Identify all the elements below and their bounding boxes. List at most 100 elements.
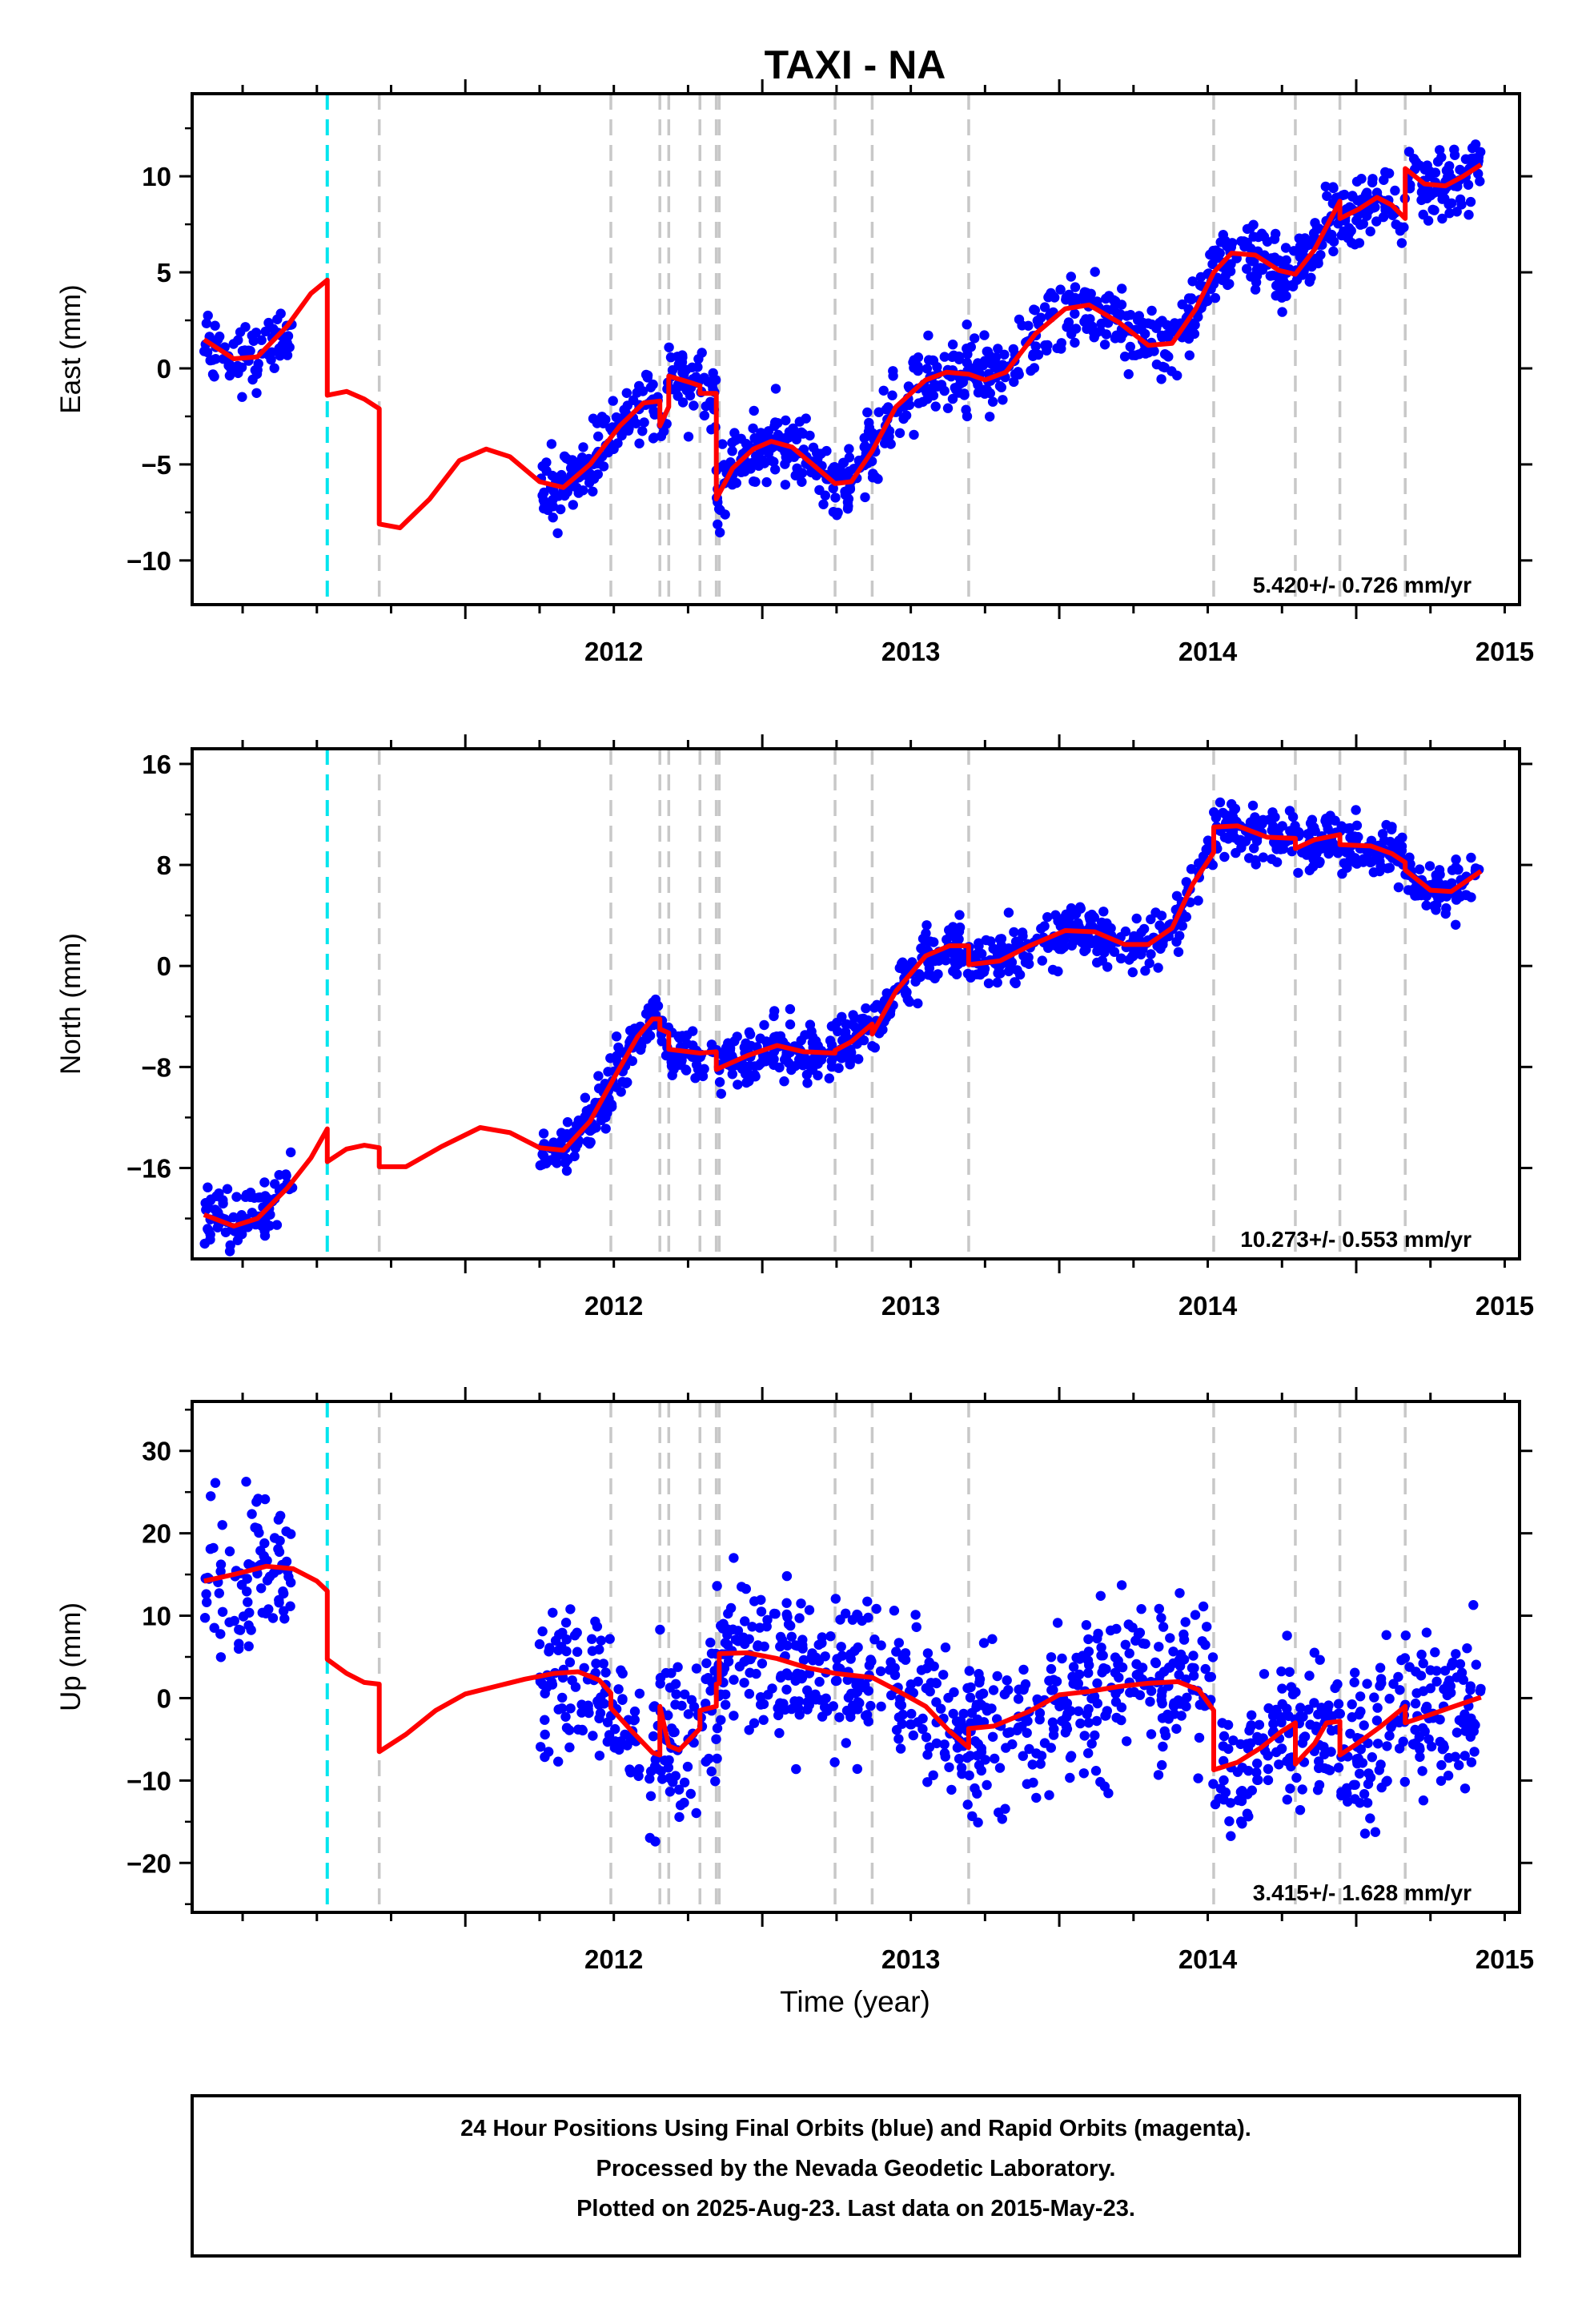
up-data-point [791, 1763, 801, 1775]
east-data-point [913, 352, 924, 363]
east-data-point [1117, 283, 1127, 294]
north-data-point [588, 1124, 598, 1135]
north-xtick-label: 2012 [584, 1291, 643, 1321]
up-data-point [712, 1581, 722, 1591]
up-data-point [1068, 1662, 1079, 1672]
up-data-point [1411, 1667, 1421, 1677]
up-data-point [598, 1659, 608, 1669]
north-data-point [1219, 832, 1231, 842]
up-data-point [565, 1703, 576, 1714]
east-data-point [713, 519, 723, 529]
east-data-point [1416, 195, 1427, 206]
up-data-point [1125, 1687, 1135, 1698]
east-data-point [1310, 218, 1320, 228]
up-data-point [251, 1497, 262, 1507]
east-data-point [1281, 255, 1291, 266]
up-data-point [1081, 1620, 1092, 1630]
up-data-point [1158, 1622, 1169, 1632]
up-data-point [949, 1687, 959, 1698]
up-data-point [1102, 1706, 1113, 1716]
up-data-point [861, 1710, 873, 1720]
east-data-point [546, 439, 557, 449]
up-data-point [1114, 1672, 1124, 1683]
north-data-point [1136, 927, 1146, 938]
east-data-point [1271, 228, 1281, 239]
east-data-point [233, 335, 243, 345]
up-data-point [1057, 1653, 1067, 1664]
up-data-point [745, 1667, 755, 1678]
up-data-point [711, 1734, 721, 1744]
up-data-point [1410, 1699, 1421, 1709]
up-data-point [1345, 1728, 1355, 1739]
up-data-point [1282, 1795, 1293, 1805]
north-data-point [1341, 847, 1352, 858]
east-data-point [833, 470, 845, 481]
up-data-point [1095, 1590, 1106, 1602]
up-data-point [954, 1754, 965, 1764]
east-data-point [251, 388, 262, 398]
up-data-point [1359, 1828, 1371, 1839]
east-data-point [962, 349, 973, 360]
north-data-point [1388, 842, 1399, 853]
north-data-point [1258, 814, 1268, 825]
east-data-point [1127, 350, 1138, 360]
up-data-point [906, 1719, 917, 1730]
up-data-point [958, 1708, 969, 1719]
up-data-point [1347, 1699, 1357, 1710]
up-data-point [665, 1787, 676, 1797]
up-data-point [889, 1606, 900, 1616]
east-data-point [1032, 316, 1043, 326]
up-data-point [224, 1546, 235, 1557]
up-data-point [957, 1768, 967, 1779]
up-data-point [817, 1711, 828, 1722]
north-data-point [611, 1031, 622, 1042]
up-data-point [1333, 1699, 1344, 1709]
east-data-point [205, 355, 215, 366]
east-data-point [561, 453, 572, 464]
caption-line-3: Plotted on 2025-Aug-23. Last data on 201… [576, 2196, 1135, 2221]
east-data-point [539, 487, 549, 498]
up-data-point [804, 1605, 815, 1615]
up-data-point [1066, 1751, 1077, 1761]
up-data-point [1437, 1744, 1448, 1755]
north-data-point [650, 994, 661, 1005]
up-data-point [1284, 1667, 1295, 1677]
up-data-point [974, 1674, 986, 1685]
up-data-point [1418, 1686, 1429, 1696]
up-data-point [1073, 1706, 1084, 1716]
up-data-point [209, 1622, 219, 1633]
up-data-point [962, 1799, 973, 1810]
north-data-point [1174, 931, 1185, 941]
up-data-point [841, 1608, 851, 1619]
up-data-point [614, 1744, 624, 1755]
up-data-point [241, 1477, 251, 1487]
east-data-point [1403, 147, 1415, 157]
north-data-point [203, 1182, 213, 1192]
east-data-point [677, 357, 688, 368]
up-data-point [1416, 1649, 1427, 1660]
east-data-point [1475, 176, 1485, 187]
north-data-point [921, 920, 932, 931]
east-data-point [677, 350, 688, 360]
up-data-point [1259, 1669, 1270, 1679]
up-data-point [981, 1703, 991, 1713]
north-panel: 16 8 0 −8 −16 2012 2013 2014 2015 North (mm) 10.27… [55, 734, 1534, 1321]
north-data-point [1102, 962, 1113, 972]
up-data-point [1475, 1686, 1486, 1697]
north-data-point [744, 1027, 755, 1038]
north-data-point [806, 1026, 817, 1037]
north-xtick-label: 2014 [1178, 1291, 1238, 1321]
up-data-point [1335, 1708, 1346, 1719]
north-data-point [562, 1132, 572, 1143]
up-data-point [594, 1751, 605, 1761]
east-data-point [608, 444, 619, 454]
north-data-point [1219, 851, 1230, 862]
up-data-point [592, 1696, 603, 1707]
up-data-point [1174, 1588, 1185, 1598]
up-data-point [286, 1577, 296, 1588]
up-data-point [1013, 1694, 1024, 1704]
up-data-point [1044, 1790, 1054, 1800]
up-data-point [863, 1612, 873, 1623]
up-data-point [926, 1678, 937, 1688]
up-data-point [1418, 1795, 1429, 1806]
